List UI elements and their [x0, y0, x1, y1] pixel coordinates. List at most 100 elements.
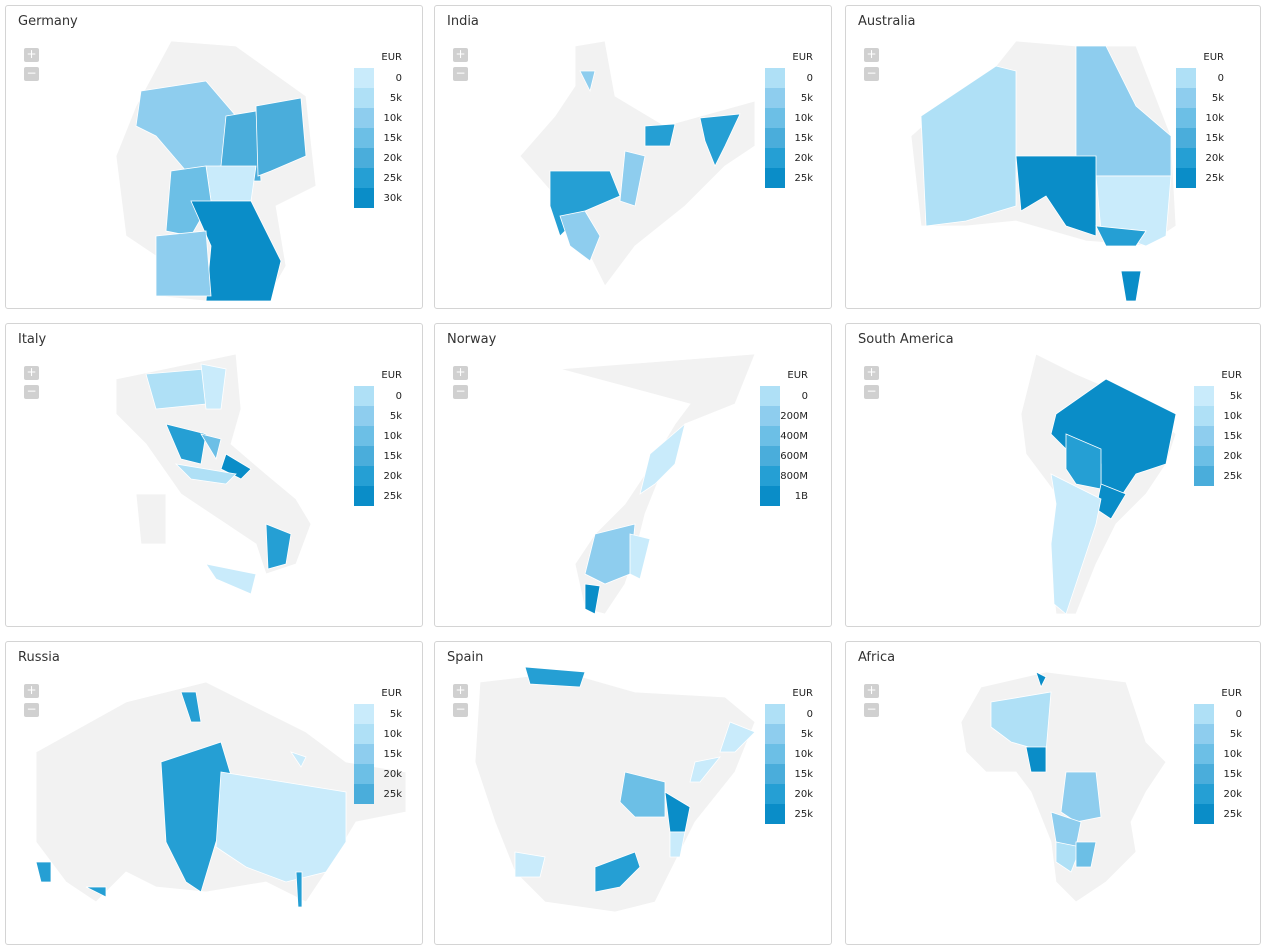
map-africa[interactable] — [846, 642, 1262, 946]
legend-label: 10k — [383, 112, 402, 124]
zoom-out-button[interactable]: − — [864, 703, 879, 717]
region-shape[interactable] — [669, 831, 686, 858]
map-russia[interactable] — [6, 642, 424, 946]
region-shape[interactable] — [920, 65, 1017, 227]
region-shape[interactable] — [1050, 473, 1102, 615]
region-shape[interactable] — [215, 771, 347, 883]
zoom-in-button[interactable]: + — [24, 48, 39, 62]
region-shape[interactable] — [619, 771, 666, 818]
region-shape[interactable] — [579, 70, 596, 93]
region-shape[interactable] — [1065, 433, 1102, 490]
region-shape[interactable] — [719, 721, 756, 753]
zoom-in-button[interactable]: + — [453, 684, 468, 698]
region-shape[interactable] — [1055, 841, 1082, 873]
map-india[interactable] — [435, 6, 833, 310]
region-shape[interactable] — [594, 851, 641, 893]
region-shape[interactable] — [1015, 155, 1097, 237]
zoom-out-button[interactable]: − — [453, 385, 468, 399]
region-shape[interactable] — [584, 523, 636, 585]
map-panel-australia: Australia + − EUR 0 5k 10k 15k 20k 25k — [845, 5, 1261, 309]
zoom-out-button[interactable]: − — [24, 67, 39, 81]
zoom-out-button[interactable]: − — [864, 385, 879, 399]
map-south-america[interactable] — [846, 324, 1262, 628]
legend-swatch — [765, 168, 785, 188]
region-shape[interactable] — [1075, 841, 1097, 868]
zoom-in-button[interactable]: + — [453, 48, 468, 62]
region-shape[interactable] — [514, 851, 546, 878]
region-shape[interactable] — [295, 871, 303, 908]
map-spain[interactable] — [435, 642, 833, 946]
zoom-out-button[interactable]: − — [864, 67, 879, 81]
zoom-in-button[interactable]: + — [24, 684, 39, 698]
region-shape[interactable] — [180, 691, 202, 723]
zoom-in-button[interactable]: + — [453, 366, 468, 380]
region-shape[interactable] — [115, 353, 312, 575]
legend-label: 10k — [794, 112, 813, 124]
zoom-in-button[interactable]: + — [864, 684, 879, 698]
region-shape[interactable] — [145, 368, 207, 410]
region-shape[interactable] — [1060, 771, 1102, 823]
region-shape[interactable] — [200, 363, 227, 410]
region-shape[interactable] — [474, 671, 756, 913]
region-shape[interactable] — [265, 523, 292, 570]
region-shape[interactable] — [35, 861, 52, 883]
legend-swatch — [1194, 446, 1214, 466]
region-shape[interactable] — [205, 563, 257, 595]
region-shape[interactable] — [689, 756, 721, 783]
region-shape[interactable] — [559, 210, 601, 262]
zoom-out-button[interactable]: − — [24, 385, 39, 399]
region-shape[interactable] — [290, 751, 307, 768]
region-shape[interactable] — [205, 165, 257, 202]
map-panel-russia: Russia + − EUR 5k 10k 15k 20k 25k — [5, 641, 423, 945]
legend-label: 10k — [1223, 410, 1242, 422]
region-shape[interactable] — [174, 463, 237, 485]
map-germany[interactable] — [6, 6, 424, 310]
zoom-in-button[interactable]: + — [864, 366, 879, 380]
region-shape[interactable] — [85, 886, 107, 898]
legend-item: 5k — [1194, 724, 1242, 744]
panel-title: Africa — [858, 650, 896, 665]
map-norway[interactable] — [435, 324, 833, 628]
legend-label: 15k — [383, 748, 402, 760]
legend-label: 5k — [1211, 92, 1224, 104]
legend-swatch — [354, 784, 374, 804]
legend-label: 800M — [780, 470, 808, 482]
legend-unit: EUR — [381, 370, 402, 381]
region-shape[interactable] — [165, 423, 207, 465]
map-italy[interactable] — [6, 324, 424, 628]
zoom-in-button[interactable]: + — [864, 48, 879, 62]
legend-label: 200M — [780, 410, 808, 422]
zoom-out-button[interactable]: − — [453, 67, 468, 81]
legend-label: 25k — [1223, 470, 1242, 482]
legend-swatch — [765, 108, 785, 128]
legend-item: 20k — [1176, 148, 1224, 168]
legend-swatch — [1176, 168, 1196, 188]
region-shape[interactable] — [190, 200, 282, 302]
region-shape[interactable] — [629, 533, 651, 580]
region-shape[interactable] — [200, 433, 222, 461]
zoom-out-button[interactable]: − — [453, 703, 468, 717]
region-shape[interactable] — [699, 113, 741, 167]
region-shape[interactable] — [155, 230, 212, 297]
region-shape[interactable] — [619, 150, 646, 207]
zoom-out-button[interactable]: − — [24, 703, 39, 717]
zoom-in-button[interactable]: + — [24, 366, 39, 380]
region-shape[interactable] — [1035, 671, 1047, 689]
legend-unit: EUR — [381, 52, 402, 63]
region-shape[interactable] — [255, 97, 307, 177]
region-shape[interactable] — [1120, 270, 1142, 302]
region-shape[interactable] — [1095, 225, 1147, 247]
map-australia[interactable] — [846, 6, 1262, 310]
region-shape[interactable] — [160, 741, 237, 893]
region-shape[interactable] — [639, 422, 686, 495]
legend-label: 20k — [794, 152, 813, 164]
region-shape[interactable] — [644, 123, 676, 147]
legend-item: 25k — [1194, 466, 1242, 486]
region-shape[interactable] — [135, 493, 167, 545]
region-shape[interactable] — [584, 583, 601, 615]
region-shape[interactable] — [1025, 746, 1047, 773]
legend-swatch — [1176, 128, 1196, 148]
legend-unit: EUR — [1203, 52, 1224, 63]
legend-swatch — [1194, 804, 1214, 824]
region-shape[interactable] — [524, 666, 586, 688]
